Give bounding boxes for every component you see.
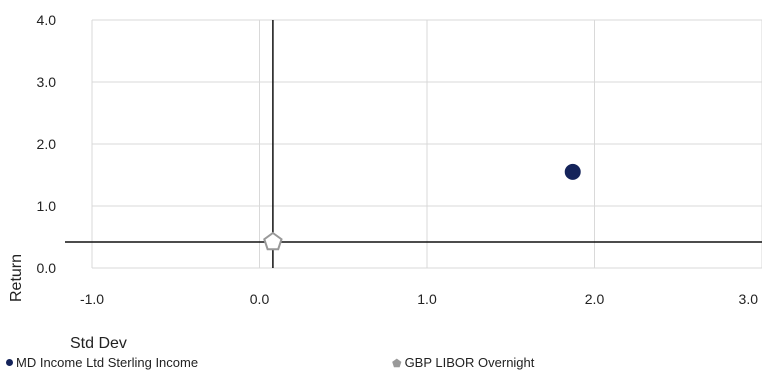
legend-label: MD Income Ltd Sterling Income <box>16 355 199 370</box>
gridlines <box>91 19 762 269</box>
y-tick-label: 4.0 <box>37 12 57 28</box>
x-tick-label: 1.0 <box>417 291 437 307</box>
legend-item-gbp-libor: ⬟ GBP LIBOR Overnight <box>392 355 534 370</box>
data-point-gbp-libor <box>263 231 283 251</box>
x-tick-label: 3.0 <box>739 291 759 307</box>
x-axis-title: Std Dev <box>70 335 127 352</box>
pentagon-marker-icon: ⬟ <box>392 358 402 370</box>
legend-item-md-income: MD Income Ltd Sterling Income <box>6 355 198 370</box>
reference-lines <box>65 20 762 268</box>
x-tick-label: 0.0 <box>250 291 270 307</box>
legend-label: GBP LIBOR Overnight <box>404 355 535 370</box>
y-tick-label: 2.0 <box>37 136 57 152</box>
y-tick-label: 0.0 <box>37 260 57 276</box>
data-points <box>263 163 581 251</box>
y-tick-label: 1.0 <box>37 198 57 214</box>
x-tick-label: -1.0 <box>80 291 104 307</box>
x-tick-label: 2.0 <box>585 291 605 307</box>
circle-marker-icon <box>6 359 13 366</box>
data-point-md-income <box>564 163 581 180</box>
y-axis-title: Return <box>8 254 25 302</box>
tick-labels: -1.0 0.0 1.0 2.0 3.0 0.0 1.0 2.0 3.0 4.0 <box>37 12 759 307</box>
y-tick-label: 3.0 <box>37 74 57 90</box>
